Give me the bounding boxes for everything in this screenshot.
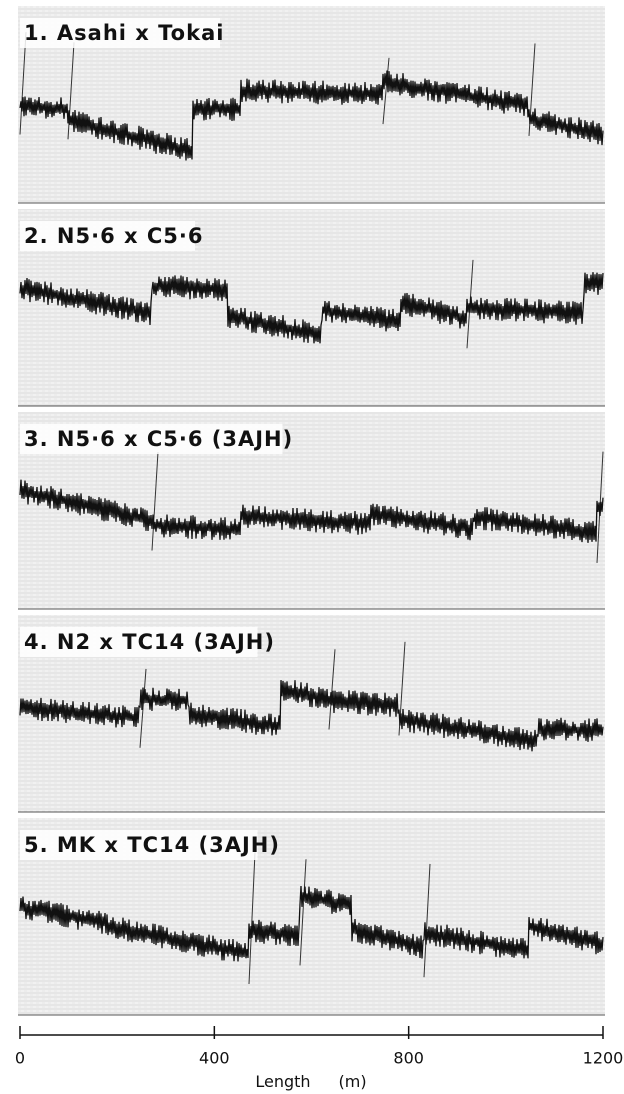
panel-title: 4. N2 x TC14 (3AJH) [24,630,275,654]
x-tick-label: 400 [199,1049,230,1068]
recorder-stroke [139,668,147,748]
x-tick-label: 800 [393,1049,424,1068]
x-tick-label: 0 [15,1049,25,1068]
x-label: Length [255,1072,310,1091]
trace [19,272,604,344]
recorder-stroke [328,649,336,730]
trace [19,70,604,161]
x-tick-label: 1200 [583,1049,624,1068]
x-unit: (m) [339,1072,367,1091]
panels: 1. Asahi x Tokai 2. N5·6 x C5·6 3. N5·6 x … [18,6,605,1016]
title-backdrop [20,627,258,657]
recorder-stroke [423,863,431,978]
x-axis-label: Length (m) [255,1072,366,1091]
recorder-stroke [299,859,307,966]
title-backdrop [20,424,283,454]
recorder-stroke [151,451,159,551]
title-backdrop [20,18,220,48]
panel-title: 5. MK x TC14 (3AJH) [24,833,280,857]
recorder-stroke [19,32,27,135]
recorder-stroke [382,57,390,125]
trace [19,479,604,543]
title-backdrop [20,221,195,251]
trace [19,680,604,752]
title-backdrop [20,830,258,860]
trace [19,885,604,962]
panel-title: 1. Asahi x Tokai [24,21,224,45]
recorder-stroke [248,852,256,985]
recorder-stroke [67,42,75,140]
panel-title: 3. N5·6 x C5·6 (3AJH) [24,427,293,451]
panel-title: 2. N5·6 x C5·6 [24,224,203,248]
